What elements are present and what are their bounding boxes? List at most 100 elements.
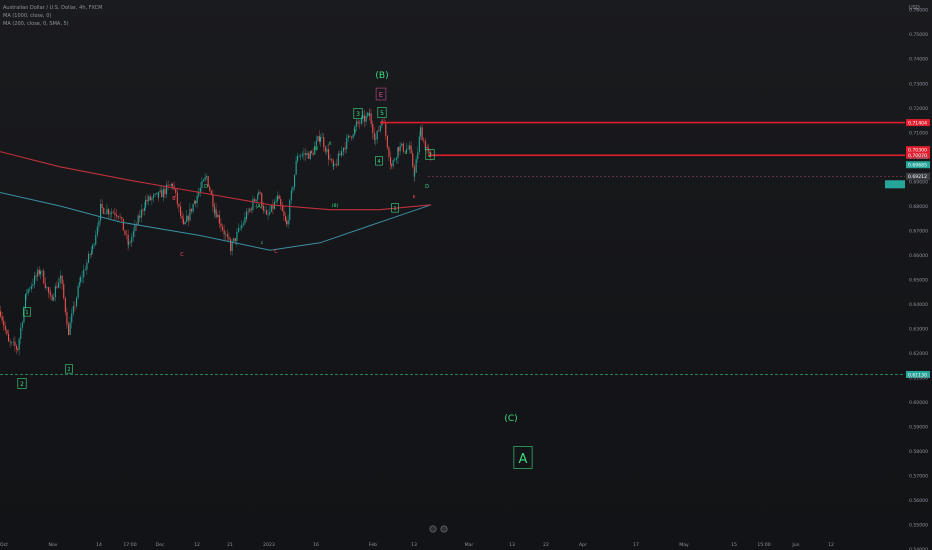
candle-body	[183, 218, 185, 225]
wave-label-2: 2	[428, 152, 432, 159]
candle-body	[367, 112, 369, 116]
candle-body	[101, 203, 103, 208]
candle-body	[429, 151, 431, 156]
wave-label-E-box	[375, 87, 387, 101]
wave-label-a: a	[405, 151, 408, 156]
snapshot-icon[interactable]	[429, 525, 437, 533]
candle-body	[111, 212, 113, 214]
price-tick: 0.72000	[909, 106, 928, 112]
candle-body	[409, 145, 411, 150]
time-tick: 16	[313, 542, 319, 548]
toolbar-icons[interactable]	[429, 525, 448, 533]
candle-body	[48, 287, 50, 293]
candle-body	[239, 227, 241, 229]
candle-body	[139, 215, 141, 218]
candle-body	[226, 234, 228, 237]
candles-group	[0, 108, 431, 356]
candle-body	[319, 136, 321, 142]
price-tick: 0.73000	[909, 81, 928, 87]
candle-body	[81, 277, 83, 278]
chart-legend: Australian Dollar / U.S. Dollar, 4h, FXC…	[3, 4, 102, 28]
candle-body	[41, 270, 43, 272]
candle-body	[140, 209, 142, 218]
candle-body	[385, 123, 387, 136]
time-tick: 13	[509, 542, 515, 548]
price-axis-label-box	[906, 151, 930, 159]
candle-body	[369, 113, 371, 117]
resistance-line-upper	[380, 121, 905, 124]
candle-body	[207, 176, 209, 187]
wave-label-b: b	[413, 194, 416, 200]
time-axis: Oct Nov 14 17:00 Dec 12 21 2023 16 Feb 13 Mar 13 22 Ap…	[0, 542, 834, 548]
candle-body	[261, 193, 263, 206]
candle-body	[172, 183, 174, 187]
ma-1000-line	[0, 192, 432, 251]
candle-body	[175, 189, 177, 193]
wave-labels-group: (B) (C) A E 5 3 4 1 2 D 2 1 2 B D (A) C C (B) W X Yb a c	[17, 71, 533, 469]
candle-body	[203, 179, 205, 182]
price-axis-label-box	[906, 119, 930, 127]
candle-body	[14, 341, 16, 347]
candle-body	[198, 192, 200, 196]
candle-body	[412, 153, 414, 167]
candle-body	[289, 200, 291, 220]
candle-body	[287, 219, 289, 225]
candle-body	[144, 207, 146, 211]
candle-body	[398, 147, 400, 152]
time-tick: Nov	[49, 542, 58, 548]
candle-body	[280, 199, 282, 206]
candle-body	[320, 137, 322, 142]
candle-body	[242, 223, 244, 226]
candle-body	[241, 225, 243, 228]
candle-body	[149, 196, 151, 200]
time-tick: Dec	[156, 542, 165, 548]
candle-body	[275, 200, 277, 202]
candle-body	[210, 190, 212, 195]
candle-body	[298, 156, 300, 157]
price-tick: 0.70000	[909, 155, 928, 161]
candle-body	[142, 209, 144, 211]
candle-body	[347, 135, 349, 138]
candle-body	[344, 147, 346, 150]
candle-body	[364, 115, 366, 122]
candle-body	[300, 155, 302, 157]
candle-body	[32, 284, 34, 286]
symbol-title: Australian Dollar / U.S. Dollar, 4h, FXC…	[3, 5, 103, 11]
candle-body	[394, 159, 396, 161]
candle-body	[129, 242, 131, 243]
candle-body	[294, 174, 296, 188]
price-tick: 0.66000	[909, 253, 928, 259]
price-tick: 0.74000	[909, 57, 928, 63]
price-tick: 0.55000	[909, 523, 928, 529]
candle-body	[50, 294, 52, 296]
candle-body	[34, 275, 36, 285]
candle-body	[342, 150, 344, 152]
candle-body	[93, 244, 95, 246]
candle-body	[420, 127, 422, 137]
candle-body	[214, 209, 216, 213]
candle-body	[38, 269, 40, 275]
candle-body	[1, 316, 3, 321]
candle-body	[25, 294, 27, 309]
wave-label-c: c	[261, 241, 264, 246]
candle-body	[194, 200, 196, 204]
wave-label-W: W	[314, 146, 319, 152]
candle-body	[89, 253, 91, 255]
candle-body	[373, 132, 375, 140]
candle-body	[357, 121, 359, 124]
candle-body	[199, 187, 201, 193]
candle-body	[156, 192, 158, 194]
candle-body	[122, 218, 124, 231]
settings-icon[interactable]	[440, 525, 448, 533]
candle-body	[192, 203, 194, 212]
candle-body	[215, 209, 217, 218]
candle-body	[262, 205, 264, 211]
candle-body	[117, 216, 119, 217]
candle-body	[56, 286, 58, 288]
candle-body	[79, 281, 81, 287]
candle-body	[59, 278, 61, 283]
candle-body	[30, 285, 32, 289]
candle-body	[95, 234, 97, 245]
candle-body	[223, 229, 225, 235]
